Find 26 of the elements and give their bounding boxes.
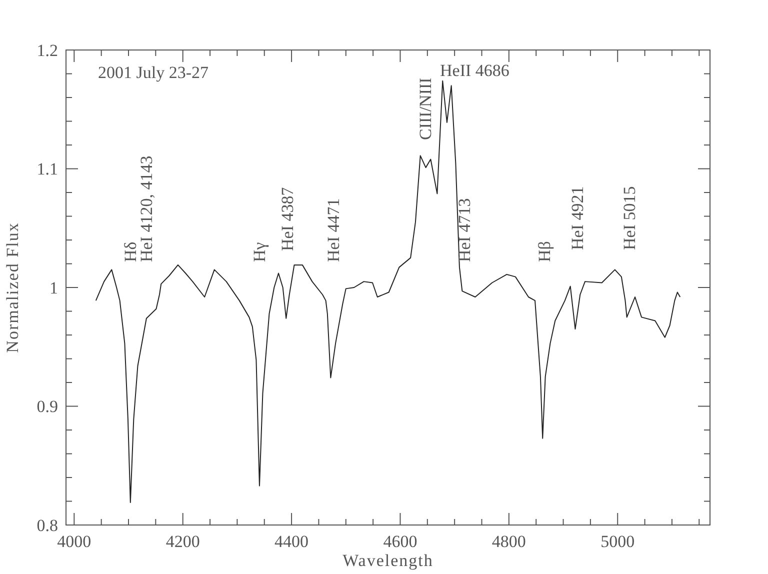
x-tick-label: 4000 (57, 532, 92, 551)
y-tick-label: 0.8 (36, 516, 58, 535)
annotation: CIII/NIII (416, 77, 435, 140)
annotation: Hδ (121, 242, 140, 262)
x-tick-label: 4600 (383, 532, 418, 551)
y-tick-label: 1.2 (36, 40, 58, 60)
annotation: Hβ (535, 241, 554, 262)
x-tick-label: 4200 (166, 532, 200, 551)
x-tick-label: 5000 (600, 532, 635, 551)
annotation: Hγ (250, 242, 269, 262)
annotation: 2001 July 23-27 (98, 63, 209, 82)
annotation: HeI 4120, 4143 (137, 156, 156, 262)
x-tick-label: 4800 (492, 532, 526, 551)
x-tick-label: 4400 (274, 532, 309, 551)
annotation: HeI 4921 (568, 186, 587, 250)
x-axis-title: Wavelength (342, 551, 434, 570)
y-tick-label: 1 (50, 278, 58, 298)
annotation: HeI 4713 (455, 198, 474, 262)
annotation: HeI 5015 (620, 186, 639, 250)
y-axis-title: Normalized Flux (3, 222, 22, 353)
y-tick-label: 0.9 (36, 397, 58, 416)
annotation: HeII 4686 (440, 61, 510, 80)
annotation: HeI 4471 (324, 198, 343, 262)
annotation: HeI 4387 (278, 186, 297, 251)
y-tick-label: 1.1 (36, 160, 58, 179)
line-series (95, 80, 681, 503)
